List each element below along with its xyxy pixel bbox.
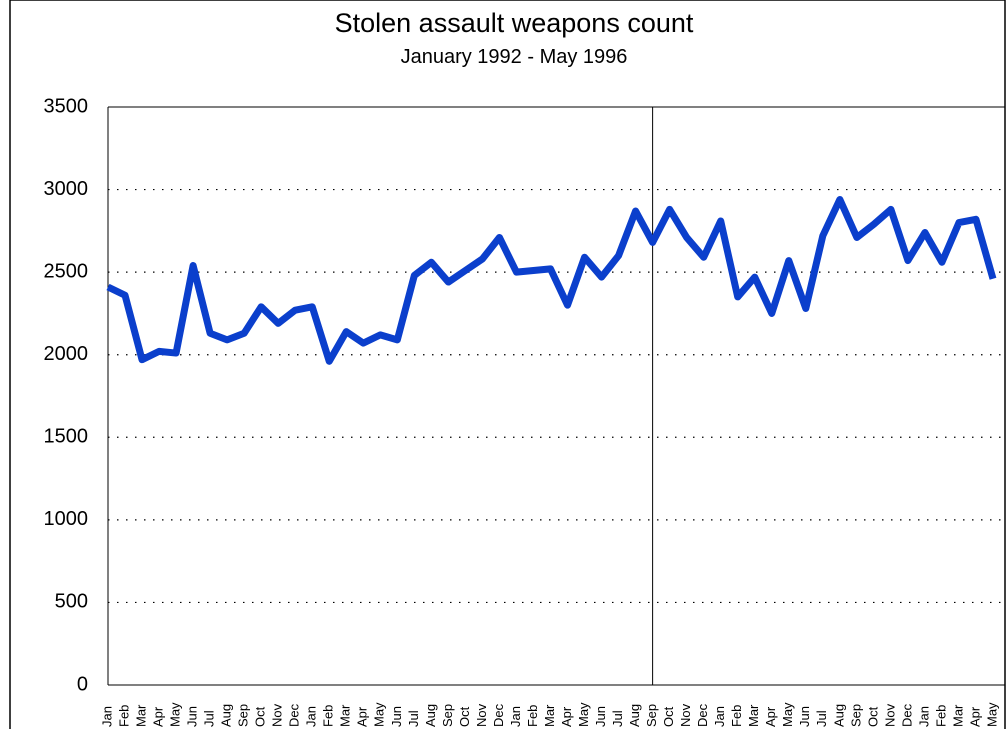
x-tick-label: Dec <box>899 703 914 727</box>
data-line <box>106 195 997 365</box>
x-tick-label: Jan <box>712 706 727 727</box>
y-tick-label: 2500 <box>44 260 89 282</box>
y-tick-label: 3000 <box>44 178 89 200</box>
y-tick-label: 1500 <box>44 426 89 448</box>
x-tick-label: Apr <box>967 706 982 727</box>
x-tick-label: Jul <box>202 710 217 727</box>
x-tick-label: May <box>576 702 591 727</box>
x-tick-label: Jul <box>610 710 625 727</box>
x-tick-label: Dec <box>491 703 506 727</box>
chart-subtitle: January 1992 - May 1996 <box>401 46 628 68</box>
x-tick-label: Apr <box>559 706 574 727</box>
x-tick-label: May <box>372 702 387 727</box>
x-tick-label: Jan <box>99 706 114 727</box>
chart-title: Stolen assault weapons count <box>335 8 694 38</box>
x-tick-label: Feb <box>321 705 336 727</box>
y-tick-label: 1000 <box>44 508 89 530</box>
x-tick-label: Aug <box>423 704 438 727</box>
x-tick-label: Sep <box>440 704 455 727</box>
x-tick-label: Oct <box>661 706 676 727</box>
y-tick-label: 500 <box>55 591 88 613</box>
frame <box>9 0 1006 729</box>
x-tick-label: Jun <box>797 706 812 727</box>
x-tick-label: Feb <box>933 705 948 727</box>
x-tick-label: Nov <box>678 703 693 727</box>
x-tick-label: Oct <box>457 706 472 727</box>
x-tick-label: May <box>168 702 183 727</box>
x-tick-label: Nov <box>474 703 489 727</box>
x-tick-label: May <box>780 702 795 727</box>
x-tick-label: Aug <box>219 704 234 727</box>
x-tick-label: Aug <box>627 704 642 727</box>
x-tick-label: Sep <box>644 704 659 727</box>
x-tick-label: Oct <box>865 706 880 727</box>
x-tick-label: Jul <box>406 710 421 727</box>
x-tick-label: Mar <box>746 704 761 727</box>
x-tick-label: Apr <box>763 706 778 727</box>
x-tick-label: Dec <box>287 703 302 727</box>
x-tick-label: Nov <box>270 703 285 727</box>
x-tick-label: Mar <box>542 704 557 727</box>
x-tick-label: Jul <box>814 710 829 727</box>
x-tick-label: Mar <box>338 704 353 727</box>
x-tick-label: May <box>984 702 999 727</box>
x-tick-label: Feb <box>729 705 744 727</box>
y-tick-label: 0 <box>77 673 88 695</box>
x-tick-label: Jun <box>185 706 200 727</box>
x-tick-label: Feb <box>525 705 540 727</box>
x-tick-label: Sep <box>236 704 251 727</box>
x-tick-label: Jan <box>304 706 319 727</box>
x-tick-label: Oct <box>253 706 268 727</box>
x-tick-label: Jun <box>389 706 404 727</box>
x-tick-label: Jan <box>508 706 523 727</box>
y-tick-label: 3500 <box>44 95 89 117</box>
x-tick-label: Aug <box>831 704 846 727</box>
x-tick-label: Apr <box>355 706 370 727</box>
y-tick-label: 2000 <box>44 343 89 365</box>
x-tick-label: Jan <box>916 706 931 727</box>
x-tick-label: Nov <box>882 703 897 727</box>
x-tick-label: Jun <box>593 706 608 727</box>
x-tick-label: Sep <box>848 704 863 727</box>
x-tick-label: Apr <box>150 706 165 727</box>
x-tick-label: Feb <box>116 705 131 727</box>
x-tick-label: Dec <box>695 703 710 727</box>
x-tick-label: Mar <box>133 704 148 727</box>
x-tick-label: Mar <box>950 704 965 727</box>
